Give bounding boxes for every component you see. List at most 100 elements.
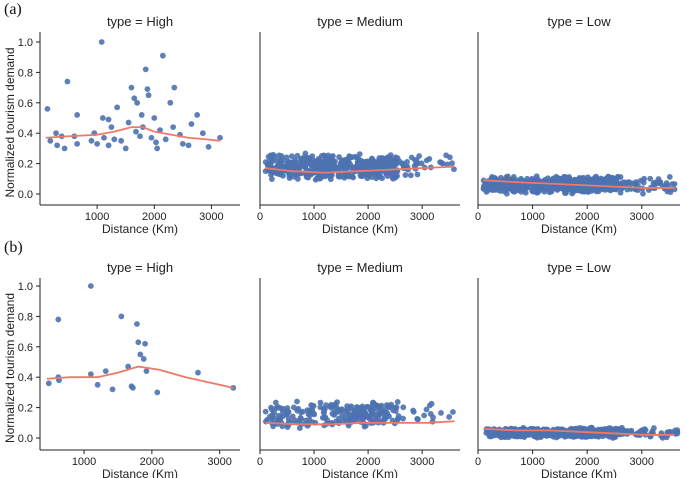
x-tick-label: 2000 bbox=[575, 211, 599, 223]
data-point bbox=[312, 176, 319, 183]
data-point bbox=[306, 407, 313, 414]
data-point bbox=[674, 430, 681, 437]
x-tick-label: 1000 bbox=[85, 211, 109, 223]
data-point bbox=[546, 431, 553, 438]
data-point bbox=[140, 356, 147, 362]
data-point bbox=[367, 170, 374, 177]
data-point bbox=[430, 414, 436, 421]
data-point bbox=[297, 161, 304, 168]
data-point bbox=[133, 128, 139, 135]
data-point bbox=[330, 403, 336, 410]
data-point bbox=[408, 154, 415, 161]
data-point bbox=[171, 84, 178, 91]
x-tick-label: 1000 bbox=[520, 456, 544, 468]
data-point bbox=[296, 417, 303, 424]
data-point bbox=[129, 384, 136, 391]
data-point bbox=[288, 153, 295, 160]
data-point bbox=[410, 407, 417, 414]
data-point bbox=[94, 140, 101, 147]
data-point bbox=[55, 316, 62, 323]
data-point bbox=[617, 189, 624, 196]
data-point bbox=[154, 389, 161, 396]
data-point bbox=[317, 399, 324, 406]
trend-line bbox=[265, 420, 455, 426]
x-tick-label: 3000 bbox=[207, 456, 231, 468]
data-point bbox=[301, 154, 308, 161]
data-point bbox=[154, 145, 161, 152]
x-tick-label: 2000 bbox=[575, 456, 599, 468]
panel-label: (b) bbox=[4, 239, 23, 256]
data-point bbox=[289, 413, 296, 420]
data-point bbox=[296, 425, 303, 432]
data-point bbox=[407, 172, 414, 179]
data-point bbox=[343, 418, 349, 424]
trend-line bbox=[483, 179, 675, 189]
subplot-title: type = High bbox=[107, 260, 173, 275]
data-point bbox=[533, 183, 540, 190]
data-point bbox=[179, 140, 186, 147]
data-point bbox=[88, 137, 95, 144]
data-point bbox=[64, 78, 71, 85]
subplot-title: type = High bbox=[107, 14, 173, 29]
data-point bbox=[277, 405, 283, 411]
data-point bbox=[355, 404, 361, 411]
data-point bbox=[272, 399, 279, 406]
x-axis-label: Distance (Km) bbox=[102, 467, 178, 478]
data-point bbox=[294, 152, 301, 159]
data-point bbox=[118, 313, 125, 320]
data-point bbox=[326, 173, 333, 180]
data-point bbox=[394, 399, 401, 405]
data-point bbox=[74, 140, 81, 147]
data-point bbox=[637, 177, 644, 184]
data-point bbox=[125, 363, 132, 370]
data-point bbox=[321, 406, 328, 412]
data-point bbox=[307, 171, 314, 178]
data-point bbox=[370, 407, 376, 414]
data-point bbox=[185, 142, 192, 149]
data-point bbox=[647, 175, 654, 182]
x-tick-label: 2000 bbox=[142, 211, 166, 223]
data-point bbox=[114, 104, 121, 111]
data-point bbox=[312, 165, 319, 172]
subplot-a-medium: type = Medium 0 1000 2000 3000 Distance (Km) bbox=[257, 14, 460, 236]
data-point bbox=[122, 145, 129, 152]
y-tick-label: 0.0 bbox=[18, 189, 33, 201]
data-point bbox=[290, 160, 297, 167]
trend-line bbox=[46, 365, 234, 389]
data-point bbox=[588, 432, 595, 439]
data-point bbox=[54, 142, 61, 149]
data-point bbox=[572, 177, 579, 184]
data-point bbox=[45, 380, 52, 387]
y-tick-label: 1.0 bbox=[18, 37, 33, 49]
data-point bbox=[444, 161, 451, 168]
subplot-b-high: type = High 1000 2000 3000 0.0 0.2 0.4 0.6 0.8 1.… bbox=[3, 260, 240, 478]
subplot-title: type = Low bbox=[547, 14, 611, 29]
data-point bbox=[581, 187, 588, 194]
data-point bbox=[326, 163, 332, 170]
data-point bbox=[294, 176, 301, 182]
data-point bbox=[390, 175, 396, 182]
data-point bbox=[373, 403, 380, 409]
data-point bbox=[335, 171, 342, 178]
data-point bbox=[98, 39, 105, 45]
data-point bbox=[509, 188, 516, 194]
data-point bbox=[268, 404, 274, 411]
data-point bbox=[53, 130, 59, 137]
data-point bbox=[383, 405, 390, 412]
data-point bbox=[399, 160, 406, 167]
data-point bbox=[362, 422, 369, 429]
data-point bbox=[364, 161, 370, 168]
x-tick-label: 1000 bbox=[302, 211, 326, 223]
data-point bbox=[598, 426, 605, 433]
data-point bbox=[194, 112, 201, 118]
data-point bbox=[414, 416, 421, 423]
data-point bbox=[262, 408, 269, 415]
data-point bbox=[519, 185, 526, 192]
data-point bbox=[449, 160, 455, 167]
y-tick-label: 1.0 bbox=[18, 281, 33, 293]
data-point bbox=[588, 424, 595, 431]
data-point bbox=[270, 157, 276, 164]
data-point bbox=[268, 176, 275, 183]
data-point bbox=[632, 180, 639, 187]
